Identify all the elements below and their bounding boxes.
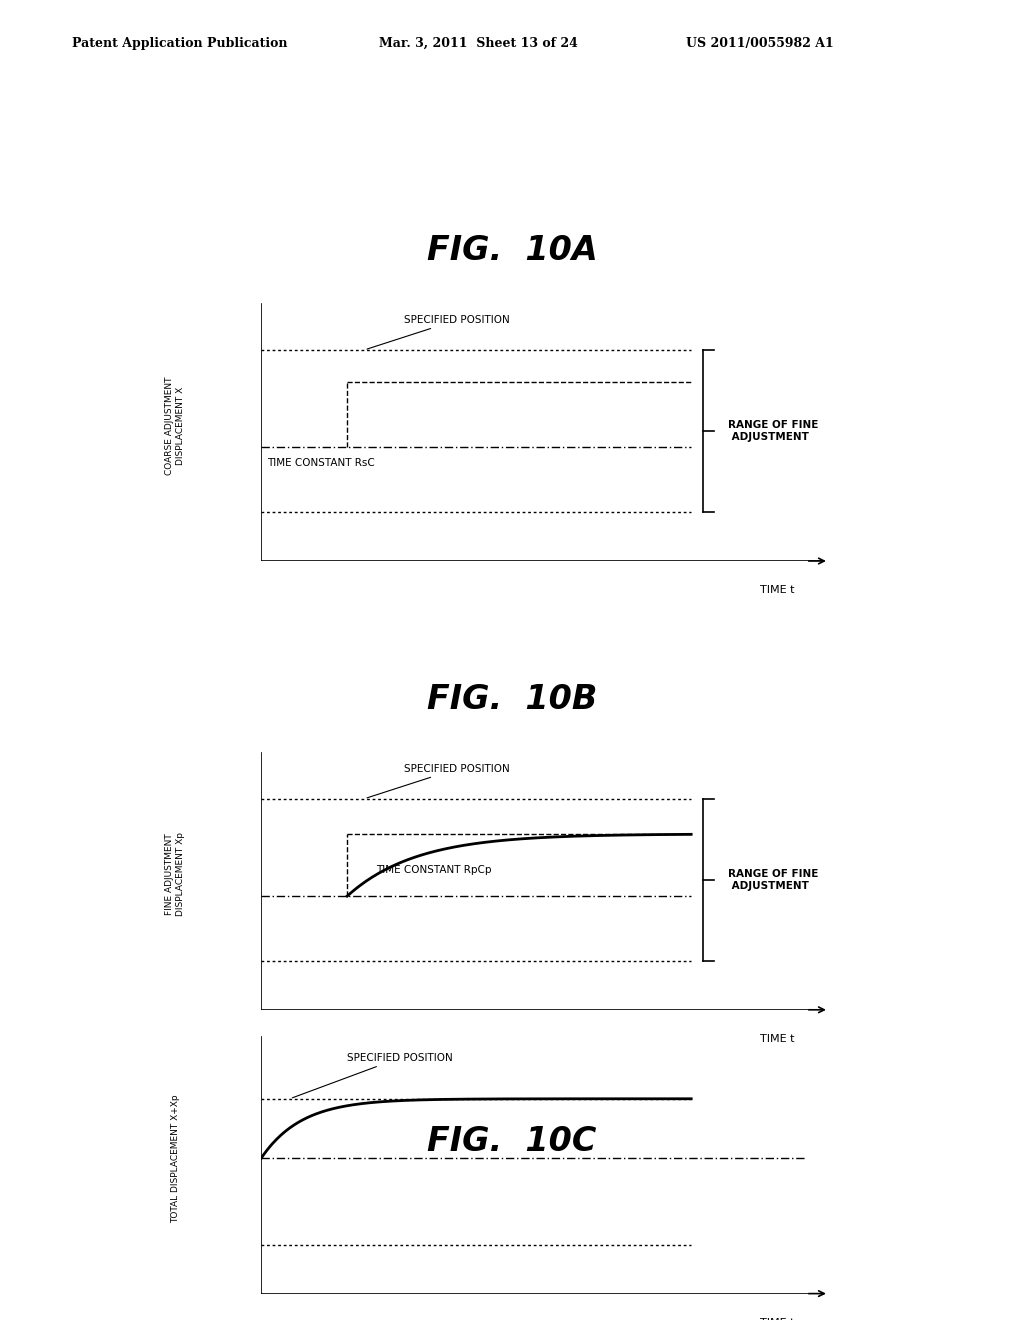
Text: RANGE OF FINE
 ADJUSTMENT: RANGE OF FINE ADJUSTMENT <box>728 420 819 442</box>
Text: SPECIFIED POSITION: SPECIFIED POSITION <box>367 764 510 797</box>
Text: TIME CONSTANT RsC: TIME CONSTANT RsC <box>267 458 375 469</box>
Text: COARSE ADJUSTMENT
DISPLACEMENT X: COARSE ADJUSTMENT DISPLACEMENT X <box>166 376 184 475</box>
Text: RANGE OF FINE
 ADJUSTMENT: RANGE OF FINE ADJUSTMENT <box>728 869 819 891</box>
Text: TIME t: TIME t <box>760 1034 795 1044</box>
Text: SPECIFIED POSITION: SPECIFIED POSITION <box>293 1053 453 1098</box>
Text: Mar. 3, 2011  Sheet 13 of 24: Mar. 3, 2011 Sheet 13 of 24 <box>379 37 578 50</box>
Text: FIG.  10A: FIG. 10A <box>427 235 597 268</box>
Text: FINE ADJUSTMENT
DISPLACEMENT Xp: FINE ADJUSTMENT DISPLACEMENT Xp <box>166 833 184 916</box>
Text: TIME t: TIME t <box>760 585 795 595</box>
Text: SPECIFIED POSITION: SPECIFIED POSITION <box>367 315 510 348</box>
Text: FIG.  10C: FIG. 10C <box>427 1125 597 1159</box>
Text: Patent Application Publication: Patent Application Publication <box>72 37 287 50</box>
Text: TIME t: TIME t <box>760 1317 795 1320</box>
Text: TIME CONSTANT RpCp: TIME CONSTANT RpCp <box>376 866 492 875</box>
Text: US 2011/0055982 A1: US 2011/0055982 A1 <box>686 37 834 50</box>
Text: TOTAL DISPLACEMENT X+Xp: TOTAL DISPLACEMENT X+Xp <box>171 1094 179 1222</box>
Text: FIG.  10B: FIG. 10B <box>427 682 597 715</box>
